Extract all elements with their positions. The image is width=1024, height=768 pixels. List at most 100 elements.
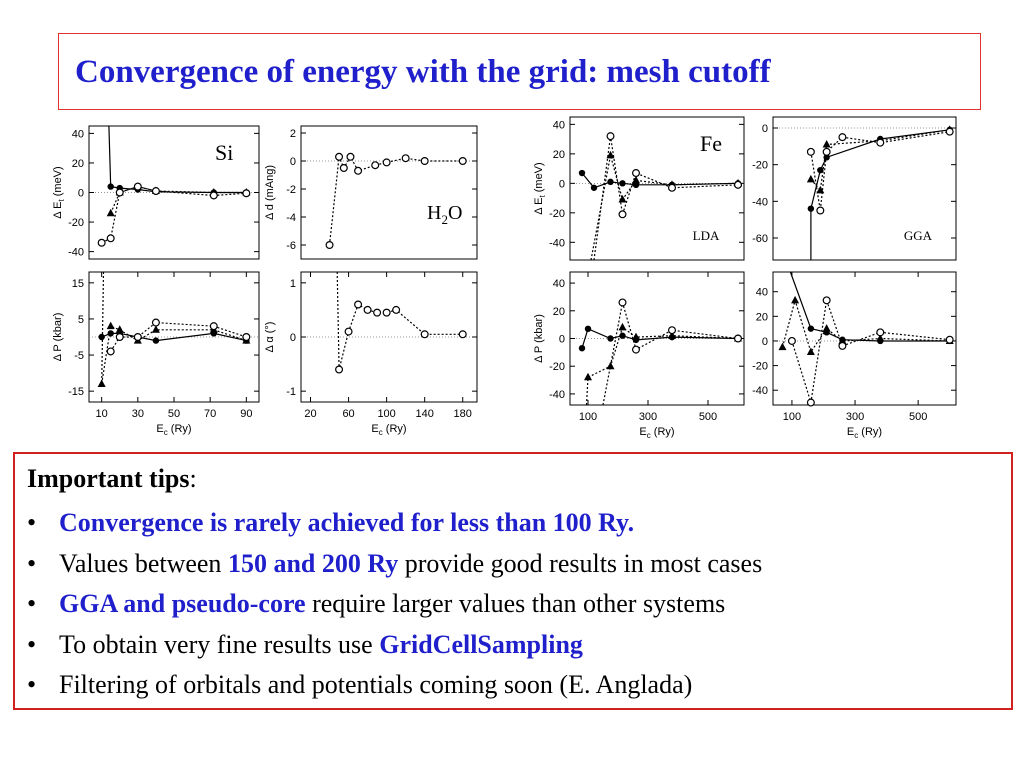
data-point-triangle: [791, 295, 800, 304]
y-tick-label: -40: [752, 196, 768, 208]
y-tick-label: 20: [553, 306, 565, 318]
tip-text: Values between 150 and 200 Ry provide go…: [59, 544, 762, 585]
data-point-circle: [806, 398, 815, 407]
data-point-circle: [667, 326, 676, 335]
convergence-figure: -40 -20 0 20 40 Δ Et (meV) Si -6 -4 -2 0 2 Δ d (mAng…: [40, 112, 980, 452]
y-tick-label: -20: [549, 208, 565, 220]
data-point-dot: [619, 180, 626, 187]
y-tick-label: 20: [756, 311, 768, 323]
y-tick-label: 20: [72, 158, 84, 170]
y-tick-label: 5: [78, 314, 84, 326]
data-point-circle: [631, 345, 640, 354]
data-point-circle: [115, 333, 124, 342]
data-point-circle: [945, 335, 954, 344]
data-point-triangle: [632, 332, 640, 341]
y-tick-label: -2: [286, 184, 296, 196]
data-point-circle: [806, 147, 815, 156]
y-tick-label: 40: [72, 128, 84, 140]
data-point-dot: [107, 183, 114, 190]
bullet-icon: •: [27, 670, 37, 699]
data-point-circle: [822, 147, 831, 156]
series-line-dotted-triangle: [101, 271, 247, 384]
y-tick-label: 20: [553, 149, 565, 161]
data-point-circle: [373, 308, 382, 317]
y-tick-label: -20: [752, 160, 768, 172]
y-tick-label: 0: [559, 334, 565, 346]
tip-segment: To obtain very fine results use: [59, 629, 380, 659]
tips-heading: Important tips:: [27, 464, 197, 494]
y-tick-label: -20: [752, 361, 768, 373]
y-tick-label: 40: [553, 278, 565, 290]
data-point-circle: [876, 138, 885, 147]
data-point-circle: [115, 188, 124, 197]
x-tick-label: 20: [304, 408, 316, 420]
page-title: Convergence of energy with the grid: mes…: [75, 54, 771, 90]
tip-item: • Values between 150 and 200 Ry provide g…: [27, 544, 762, 585]
data-point-circle: [242, 333, 251, 342]
bullet-icon: •: [27, 589, 37, 618]
panel-subtag: GGA: [904, 228, 933, 243]
y-axis-label: Δ Et (meV): [52, 166, 66, 218]
data-point-dot: [807, 325, 815, 332]
plot-panel-fe-gga-pressure: [772, 271, 957, 406]
data-point-triangle: [816, 185, 825, 194]
data-point-circle: [392, 305, 401, 314]
y-tick-label: -40: [68, 247, 84, 259]
y-axis-label: Δ d (mAng): [264, 165, 276, 220]
data-point-circle: [667, 183, 676, 192]
data-point-triangle: [822, 324, 831, 332]
tips-heading-suffix: :: [189, 464, 197, 493]
x-tick-label: 300: [846, 411, 864, 423]
data-point-triangle: [606, 150, 615, 159]
data-point-triangle: [778, 342, 787, 351]
data-point-circle: [133, 333, 142, 342]
y-axis-label: Δ α (°): [264, 322, 276, 353]
data-point-circle: [354, 166, 363, 175]
y-tick-label: -40: [549, 389, 565, 401]
y-tick-label: -60: [752, 233, 768, 245]
data-point-circle: [209, 322, 218, 331]
plot-panel-fe-lda-energy: [569, 116, 745, 261]
data-point-circle: [346, 152, 355, 161]
panel-tag: Si: [215, 140, 233, 165]
y-tick-label: 40: [756, 287, 768, 299]
data-point-circle: [631, 169, 640, 178]
y-tick-label: 40: [553, 119, 565, 131]
data-point-circle: [420, 330, 429, 339]
data-point-circle: [618, 298, 627, 307]
y-tick-label: -1: [286, 386, 296, 398]
data-point-circle: [325, 241, 334, 250]
x-tick-label: 180: [454, 408, 472, 420]
y-tick-label: 2: [290, 128, 296, 140]
tip-segment: provide good results in most cases: [398, 548, 763, 578]
data-point-dot: [98, 333, 105, 341]
plot-panel-fe-gga-energy: [772, 116, 957, 261]
data-point-dot: [619, 332, 626, 339]
y-tick-label: -6: [286, 240, 296, 252]
tip-text: GGA and pseudo-core require larger value…: [59, 584, 725, 625]
data-point-circle: [838, 133, 847, 142]
x-tick-label: 500: [909, 411, 927, 423]
data-point-circle: [339, 163, 348, 172]
y-axis-label: Δ Et (meV): [533, 162, 547, 214]
tips-heading-label: Important tips: [27, 464, 190, 493]
tip-highlight: GridCellSampling: [379, 629, 583, 659]
y-tick-label: 0: [762, 336, 768, 348]
y-tick-label: -40: [549, 237, 565, 249]
tip-item: • Convergence is rarely achieved for less…: [27, 503, 762, 544]
data-point-circle: [151, 318, 160, 327]
x-axis-label: Ec (Ry): [847, 426, 882, 440]
data-point-circle: [420, 156, 429, 165]
tip-segment: Filtering of orbitals and potentials com…: [59, 670, 693, 699]
tip-segment: require larger values than other systems: [305, 589, 726, 618]
tips-list: • Convergence is rarely achieved for less…: [27, 503, 762, 706]
x-tick-label: 100: [783, 411, 801, 423]
data-point-dot: [590, 184, 598, 191]
data-point-circle: [133, 182, 142, 191]
data-point-triangle: [115, 325, 124, 333]
x-axis-label: Ec (Ry): [639, 426, 674, 440]
data-point-circle: [97, 238, 106, 247]
data-point-triangle: [151, 325, 160, 333]
x-tick-label: 140: [415, 408, 433, 420]
data-point-triangle: [822, 140, 831, 148]
